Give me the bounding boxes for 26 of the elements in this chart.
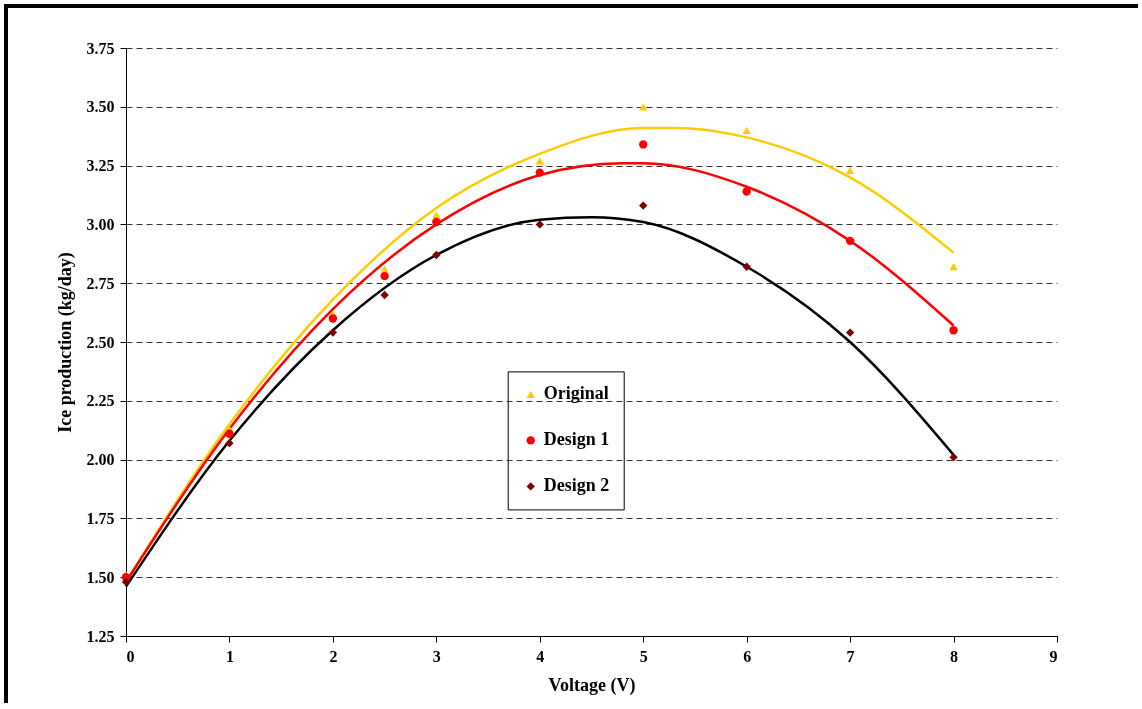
x-tick-label: 7 (846, 647, 855, 665)
x-tick-label: 2 (329, 647, 338, 665)
x-tick-label: 8 (950, 647, 959, 665)
x-tick-label: 0 (126, 647, 135, 665)
y-tick-label: 2.25 (86, 392, 115, 410)
legend-label: Design 2 (543, 475, 610, 496)
y-tick-label: 3.75 (86, 39, 115, 57)
y-tick-label: 2.00 (86, 451, 115, 469)
y-tick-label: 1.75 (86, 509, 115, 527)
y-tick-label: 3.25 (86, 157, 115, 175)
y-axis-title: Ice production (kg/day) (54, 252, 76, 433)
x-tick-label: 6 (743, 647, 752, 665)
y-tick-label: 1.50 (86, 568, 115, 586)
y-tick-label: 2.75 (86, 274, 115, 292)
y-tick-label: 1.25 (86, 627, 115, 645)
x-tick-label: 4 (536, 647, 545, 665)
x-axis-title: Voltage (V) (548, 674, 636, 696)
y-tick-label: 3.00 (86, 215, 115, 233)
x-tick-label: 1 (225, 647, 234, 665)
x-tick-label: 3 (432, 647, 441, 665)
x-tick-label: 9 (1049, 647, 1058, 665)
x-tick-label: 5 (639, 647, 648, 665)
legend-label: Original (543, 383, 609, 404)
legend-label: Design 1 (543, 429, 610, 450)
y-tick-label: 3.50 (86, 98, 115, 116)
y-tick-label: 2.50 (86, 333, 115, 351)
